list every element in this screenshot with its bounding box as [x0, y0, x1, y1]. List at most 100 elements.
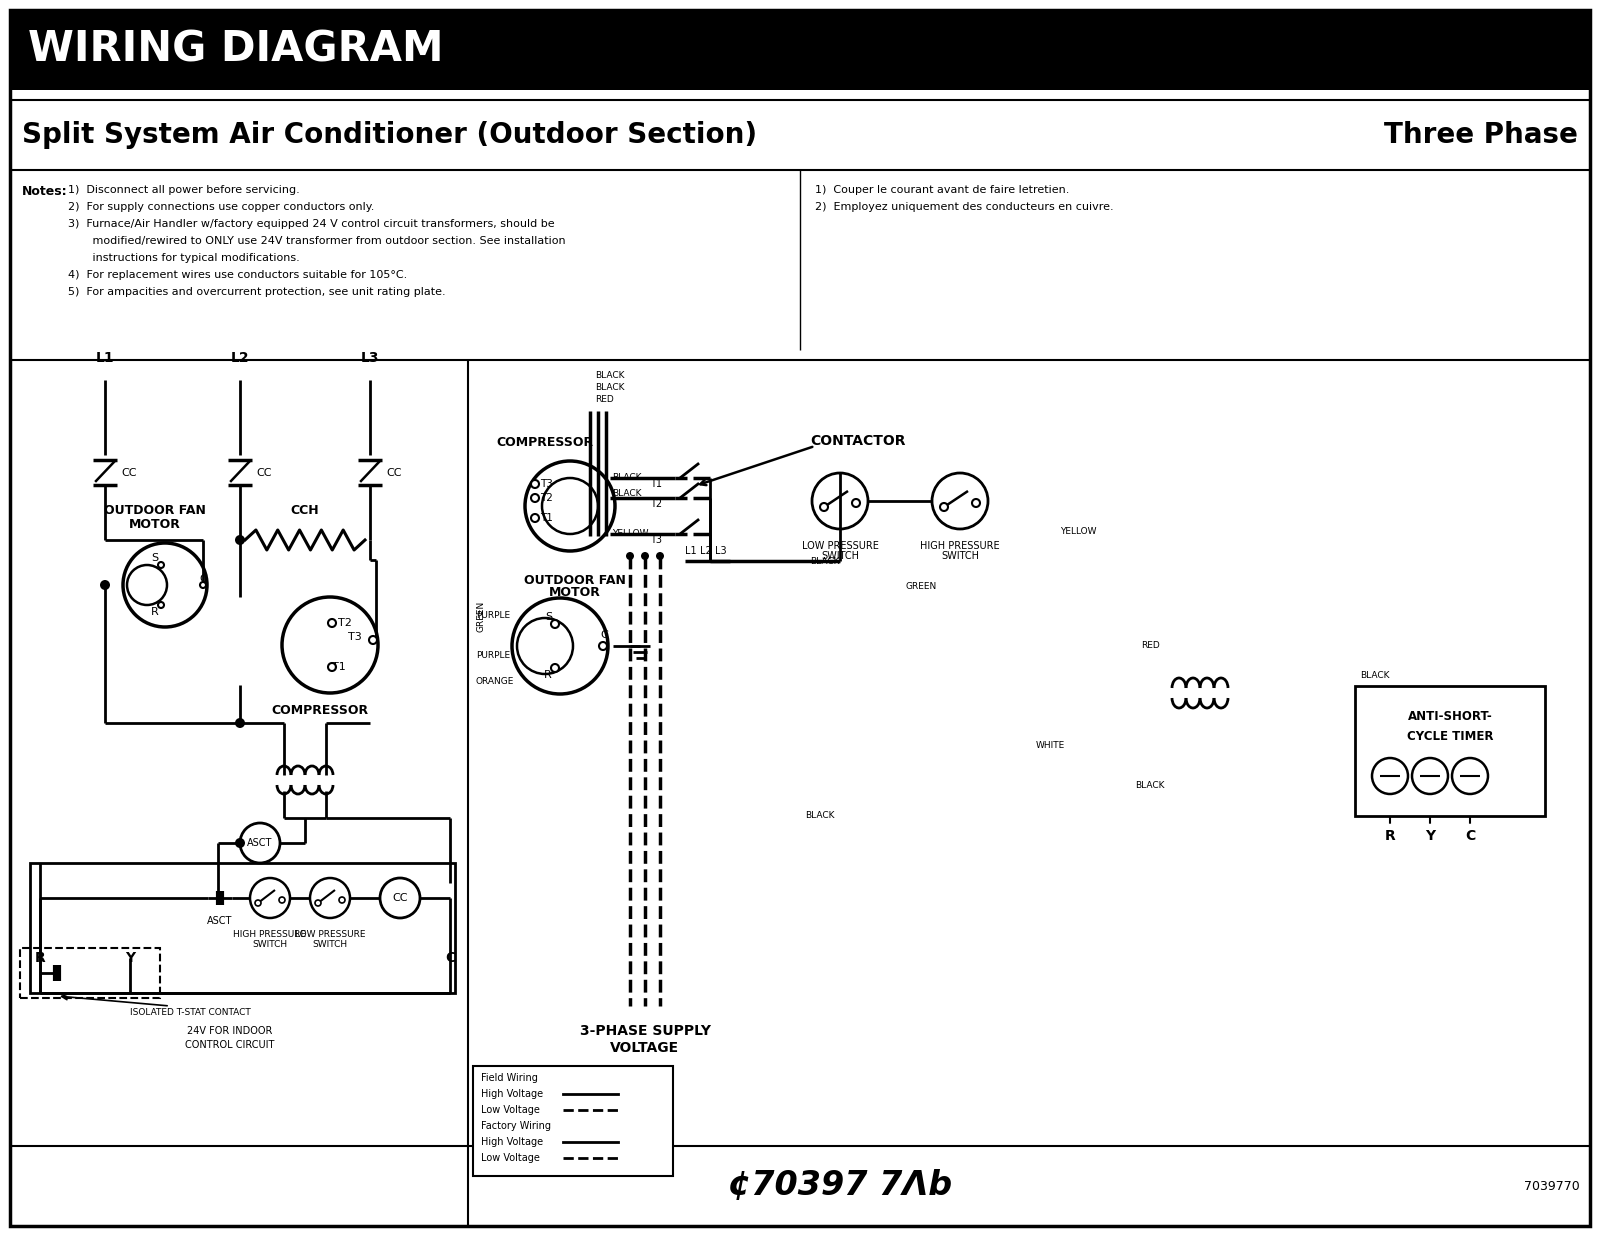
Circle shape: [550, 664, 558, 672]
Circle shape: [200, 582, 206, 588]
Text: PURPLE: PURPLE: [477, 612, 510, 620]
Text: SWITCH: SWITCH: [821, 551, 859, 561]
Text: VOLTAGE: VOLTAGE: [611, 1041, 680, 1056]
Text: Field Wiring: Field Wiring: [482, 1073, 538, 1083]
Text: OUTDOOR FAN: OUTDOOR FAN: [104, 503, 206, 517]
Text: BLACK: BLACK: [611, 489, 642, 498]
Text: 5)  For ampacities and overcurrent protection, see unit rating plate.: 5) For ampacities and overcurrent protec…: [67, 287, 446, 297]
Text: L3: L3: [715, 546, 726, 556]
Text: 3-PHASE SUPPLY: 3-PHASE SUPPLY: [579, 1023, 710, 1038]
Text: T1: T1: [650, 480, 662, 489]
Circle shape: [254, 900, 261, 906]
Text: Y: Y: [1426, 829, 1435, 843]
Circle shape: [328, 662, 336, 671]
Circle shape: [235, 838, 245, 848]
Text: R: R: [150, 607, 158, 617]
Circle shape: [531, 480, 539, 488]
Text: C: C: [445, 950, 454, 965]
Text: Low Voltage: Low Voltage: [482, 1105, 539, 1115]
Text: R: R: [1384, 829, 1395, 843]
Text: High Voltage: High Voltage: [482, 1137, 542, 1147]
Text: LOW PRESSURE: LOW PRESSURE: [802, 541, 878, 551]
Text: YELLOW: YELLOW: [1059, 527, 1096, 535]
Bar: [19, 948, 160, 997]
Text: SWITCH: SWITCH: [253, 941, 288, 949]
Text: OUTDOOR FAN: OUTDOOR FAN: [525, 574, 626, 587]
Text: Low Voltage: Low Voltage: [482, 1153, 539, 1163]
Circle shape: [642, 552, 650, 560]
Text: S: S: [152, 552, 158, 564]
Text: RED: RED: [595, 394, 614, 403]
Text: COMPRESSOR: COMPRESSOR: [496, 436, 594, 450]
Text: HIGH PRESSURE: HIGH PRESSURE: [920, 541, 1000, 551]
Text: Notes:: Notes:: [22, 185, 67, 198]
Text: L1: L1: [685, 546, 696, 556]
Text: YELLOW: YELLOW: [611, 529, 648, 539]
Text: SWITCH: SWITCH: [312, 941, 347, 949]
Text: BLACK: BLACK: [1360, 671, 1389, 681]
Text: 3)  Furnace/Air Handler w/factory equipped 24 V control circuit transformers, sh: 3) Furnace/Air Handler w/factory equippe…: [67, 219, 555, 229]
Text: BLACK: BLACK: [805, 812, 835, 821]
Text: L3: L3: [360, 351, 379, 365]
Bar: [1355, 686, 1546, 816]
Circle shape: [598, 641, 606, 650]
Text: LOW PRESSURE: LOW PRESSURE: [294, 929, 365, 939]
Text: 2)  Employez uniquement des conducteurs en cuivre.: 2) Employez uniquement des conducteurs e…: [814, 201, 1114, 213]
Text: High Voltage: High Voltage: [482, 1089, 542, 1099]
Circle shape: [531, 494, 539, 502]
Text: WHITE: WHITE: [1035, 742, 1064, 750]
Text: T1: T1: [541, 513, 554, 523]
Text: CONTROL CIRCUIT: CONTROL CIRCUIT: [186, 1039, 275, 1051]
Text: 1)  Couper le courant avant de faire letretien.: 1) Couper le courant avant de faire letr…: [814, 185, 1069, 195]
Text: R: R: [35, 950, 45, 965]
Circle shape: [99, 580, 110, 590]
Text: CC: CC: [256, 467, 272, 477]
Text: ASCT: ASCT: [248, 838, 272, 848]
Text: CC: CC: [392, 892, 408, 904]
Circle shape: [235, 718, 245, 728]
Text: CC: CC: [122, 467, 136, 477]
Circle shape: [819, 503, 829, 510]
Circle shape: [328, 619, 336, 627]
Circle shape: [973, 499, 979, 507]
Text: Factory Wiring: Factory Wiring: [482, 1121, 550, 1131]
Text: ISOLATED T-STAT CONTACT: ISOLATED T-STAT CONTACT: [130, 1009, 250, 1017]
Text: RED: RED: [1141, 641, 1160, 650]
Text: 1)  Disconnect all power before servicing.: 1) Disconnect all power before servicing…: [67, 185, 299, 195]
Text: T1: T1: [333, 662, 346, 672]
Circle shape: [278, 897, 285, 904]
Circle shape: [158, 562, 165, 569]
Text: T3: T3: [349, 632, 362, 641]
Text: L1: L1: [96, 351, 114, 365]
Text: 7039770: 7039770: [1525, 1179, 1581, 1193]
Text: ASCT: ASCT: [208, 916, 232, 926]
Bar: [30, 863, 454, 993]
Text: BLACK: BLACK: [595, 382, 624, 392]
Text: ORANGE: ORANGE: [477, 676, 514, 686]
Circle shape: [370, 637, 378, 644]
Text: Three Phase: Three Phase: [1384, 121, 1578, 150]
Text: GREEN: GREEN: [477, 601, 485, 632]
Text: 4)  For replacement wires use conductors suitable for 105°C.: 4) For replacement wires use conductors …: [67, 269, 408, 281]
Text: HIGH PRESSURE: HIGH PRESSURE: [234, 929, 307, 939]
Circle shape: [851, 499, 861, 507]
Text: BLACK: BLACK: [595, 371, 624, 379]
Text: COMPRESSOR: COMPRESSOR: [272, 705, 368, 718]
Text: T2: T2: [650, 499, 662, 509]
Text: R: R: [544, 670, 552, 680]
Circle shape: [158, 602, 165, 608]
Text: CC: CC: [386, 467, 402, 477]
Text: S: S: [546, 612, 552, 622]
Text: BLACK: BLACK: [810, 557, 840, 566]
Text: Split System Air Conditioner (Outdoor Section): Split System Air Conditioner (Outdoor Se…: [22, 121, 757, 150]
Text: BLACK: BLACK: [1136, 781, 1165, 791]
Text: instructions for typical modifications.: instructions for typical modifications.: [67, 253, 299, 263]
Text: ANTI-SHORT-: ANTI-SHORT-: [1408, 709, 1493, 723]
Circle shape: [941, 503, 947, 510]
Text: WIRING DIAGRAM: WIRING DIAGRAM: [29, 28, 443, 70]
Circle shape: [550, 620, 558, 628]
Text: T3: T3: [541, 480, 554, 489]
Text: L2: L2: [230, 351, 250, 365]
Text: MOTOR: MOTOR: [130, 518, 181, 531]
Text: T2: T2: [541, 493, 554, 503]
